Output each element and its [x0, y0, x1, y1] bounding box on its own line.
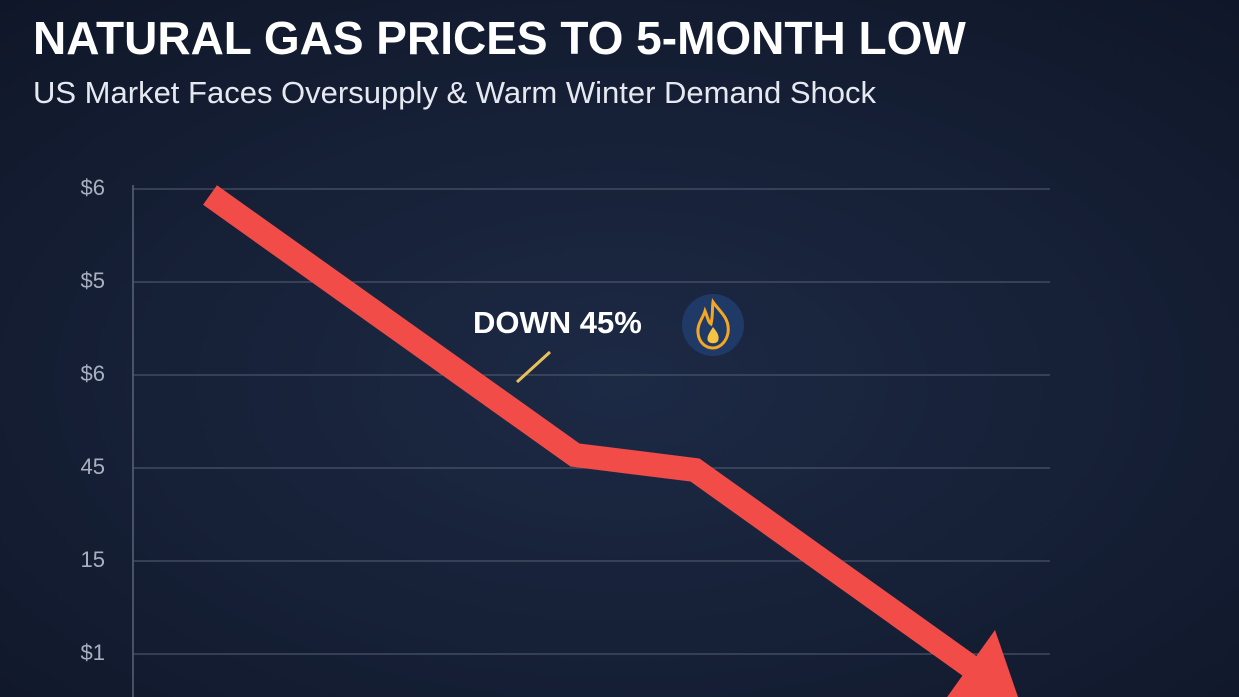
trend-arrow [203, 185, 985, 682]
y-axis-label: $6 [81, 175, 105, 200]
title: NATURAL GAS PRICES TO 5-MONTH LOW [33, 12, 966, 64]
subtitle: US Market Faces Oversupply & Warm Winter… [33, 75, 876, 110]
flame-icon [682, 294, 744, 356]
y-axis-label: $1 [81, 640, 105, 665]
annotation: DOWN 45% [473, 305, 642, 340]
arrow-head [947, 630, 1018, 697]
y-axis-label: 45 [81, 454, 105, 479]
annotation-pointer [515, 350, 552, 384]
grid: $6 $5 $6 45 15 $1 [81, 175, 1050, 665]
y-axis-label: $6 [81, 361, 105, 386]
y-axis-label: $5 [81, 268, 105, 293]
y-axis-label: 15 [81, 547, 105, 572]
